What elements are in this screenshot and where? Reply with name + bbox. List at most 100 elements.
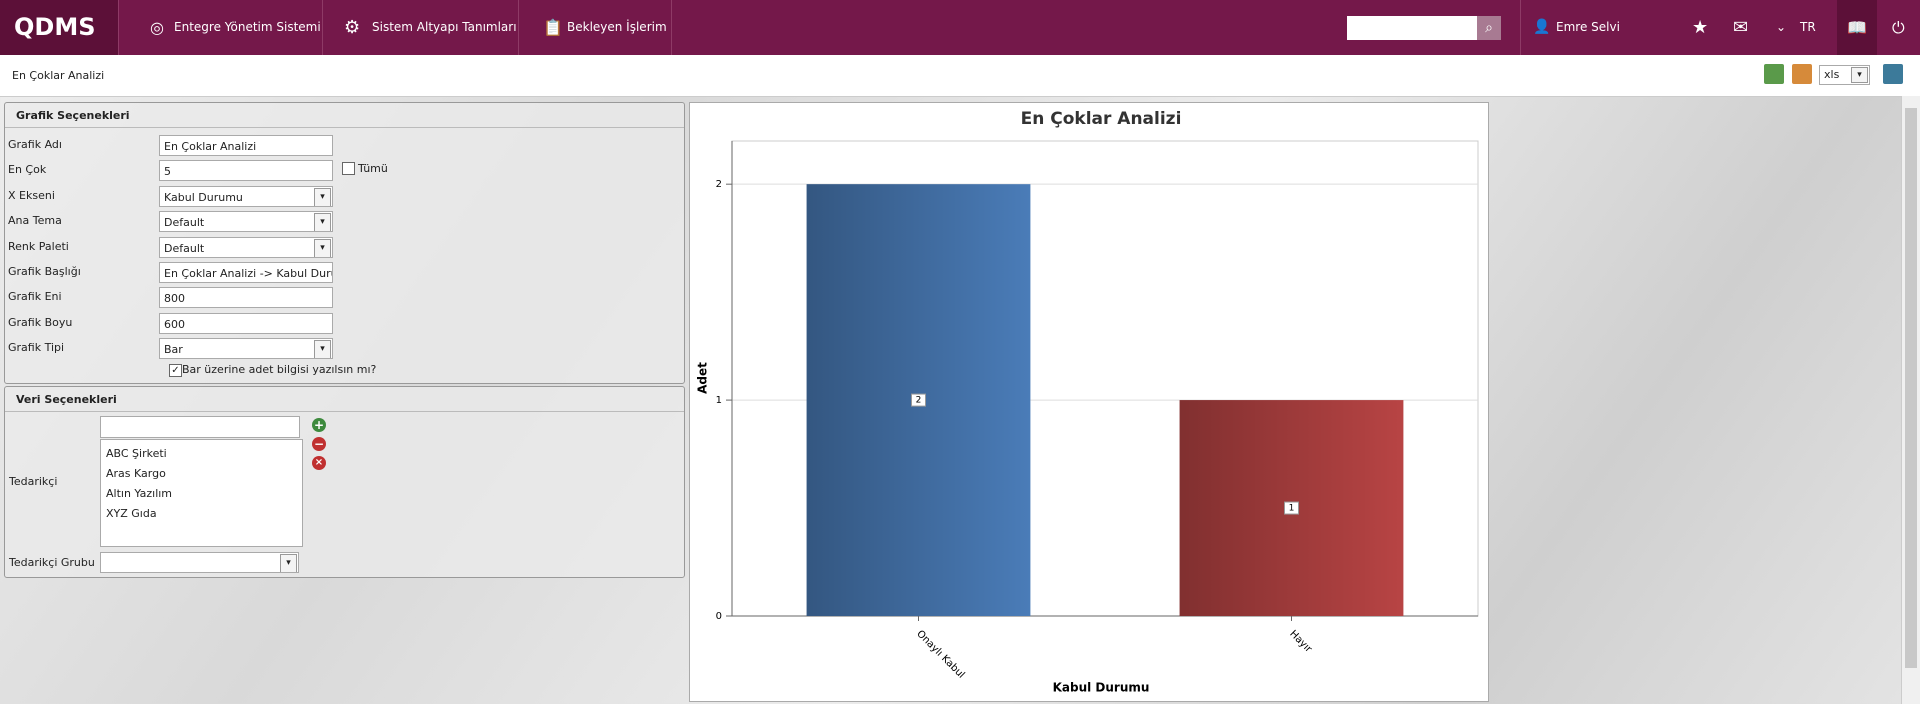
field-label: Renk Paleti — [8, 239, 69, 253]
x-tick-label: Onaylı Kabul — [914, 628, 966, 680]
x-tick-label: Hayır — [1287, 628, 1314, 655]
supplier-item[interactable]: ABC Şirketi — [106, 447, 167, 460]
field-input[interactable]: 600 — [159, 312, 333, 334]
value-label-box — [911, 393, 926, 407]
field-input[interactable]: En Çoklar Analizi -> Kabul Durum — [159, 262, 333, 283]
nav-icon: 📋 — [543, 18, 563, 37]
logout[interactable]: ⏻ — [1892, 18, 1905, 37]
show-count-label: Bar üzerine adet bilgisi yazılsın mı? — [182, 363, 377, 376]
supplier-item[interactable]: XYZ Gıda — [106, 507, 157, 520]
field-input[interactable]: En Çoklar Analizi — [159, 135, 333, 156]
field-label: Grafik Boyu — [8, 315, 73, 329]
nav-icon: ◎ — [150, 18, 164, 37]
logo[interactable]: QDMS — [14, 13, 96, 41]
page-title: En Çoklar Analizi — [12, 69, 105, 82]
top-bar: QDMS ◎ Entegre Yönetim Sistemi ⚙ Sistem … — [0, 0, 1920, 55]
dropdown-arrow[interactable]: ▾ — [314, 238, 331, 257]
y-tick-label: 0 — [716, 611, 722, 622]
supplier-search[interactable] — [100, 416, 300, 438]
field-value: Kabul Durumu — [164, 190, 243, 204]
supplier-group-select[interactable]: ▾ — [100, 552, 299, 573]
value-label: 1 — [1289, 504, 1295, 514]
value-label-box — [1284, 501, 1299, 515]
separator — [322, 0, 323, 55]
y-tick-label: 1 — [716, 395, 722, 406]
favorites[interactable]: ★ — [1692, 17, 1709, 38]
search-button[interactable]: ⌕ — [1477, 16, 1501, 40]
all-label: Tümü — [358, 162, 388, 175]
field-input[interactable]: 5 — [159, 160, 333, 182]
field-label: Grafik Adı — [8, 138, 62, 151]
scrollbar[interactable] — [1901, 96, 1920, 704]
y-axis-label: Adet — [696, 362, 710, 394]
nav-item[interactable]: Sistem Altyapı Tanımları — [372, 20, 517, 34]
dropdown-arrow[interactable]: ▾ — [314, 340, 331, 359]
supplier-group-label: Tedarikçi Grubu — [9, 556, 95, 569]
separator — [518, 0, 519, 55]
print[interactable] — [1792, 64, 1812, 84]
all-checkbox[interactable] — [342, 162, 355, 175]
nav-item[interactable]: Bekleyen İşlerim — [567, 20, 667, 34]
clear-button[interactable]: × — [312, 456, 326, 470]
supplier-list[interactable]: ABC Şirketi Aras Kargo Altın Yazılım XYZ Gı… — [100, 439, 303, 547]
field-select[interactable]: Default ▾ — [159, 211, 333, 233]
separator — [671, 0, 672, 55]
nav-icon: ⚙ — [344, 17, 361, 38]
search-input[interactable] — [1347, 16, 1477, 40]
field-select[interactable]: Bar ▾ — [159, 338, 333, 360]
export-format-value: xls — [1824, 68, 1840, 81]
field-value: Default — [164, 241, 205, 255]
export-format[interactable]: xls ▾ — [1819, 65, 1870, 85]
separator — [1520, 0, 1521, 55]
chart-panel: En Çoklar Analizi Kabul Durumu Adet 0 1 2 O… — [689, 102, 1489, 702]
nav-item[interactable]: Entegre Yönetim Sistemi — [174, 20, 321, 34]
help[interactable]: 📖 — [1837, 0, 1877, 55]
supplier-label: Tedarikçi — [9, 475, 58, 488]
export[interactable] — [1883, 64, 1903, 84]
panel-title: Veri Seçenekleri — [16, 393, 117, 406]
chart-title: En Çoklar Analizi — [1021, 109, 1182, 129]
divider — [5, 127, 684, 128]
field-value: En Çoklar Analizi -> Kabul Durum — [164, 267, 333, 280]
supplier-item[interactable]: Altın Yazılım — [106, 487, 173, 500]
field-value: En Çoklar Analizi — [164, 140, 257, 153]
user-icon: 👤 — [1533, 19, 1551, 35]
x-axis-label: Kabul Durumu — [1053, 681, 1150, 695]
field-value: Bar — [164, 343, 183, 357]
value-label: 2 — [916, 396, 922, 406]
divider — [5, 411, 684, 412]
mail[interactable]: ✉ — [1733, 17, 1749, 38]
field-label: Grafik Başlığı — [8, 265, 81, 278]
field-label: En Çok — [8, 163, 47, 177]
chart-export[interactable] — [1764, 64, 1784, 84]
chart: En Çoklar Analizi Kabul Durumu Adet 0 1 2 O… — [696, 109, 1479, 695]
field-value: 800 — [164, 292, 185, 306]
field-value: Default — [164, 216, 205, 230]
title-bar: En Çoklar Analizi xls ▾ — [0, 55, 1920, 97]
separator — [118, 0, 119, 55]
field-input[interactable]: 800 — [159, 287, 333, 309]
supplier-item[interactable]: Aras Kargo — [106, 467, 166, 480]
show-count-checkbox[interactable]: ✓ — [169, 364, 182, 377]
field-value: 5 — [164, 165, 171, 179]
field-select[interactable]: Default ▾ — [159, 236, 333, 258]
data-options-panel: Veri Seçenekleri ABC Şirketi Aras Kargo Al… — [4, 386, 685, 578]
field-select[interactable]: Kabul Durumu ▾ — [159, 185, 333, 207]
remove-button[interactable]: − — [312, 437, 326, 451]
language[interactable]: TR — [1800, 20, 1816, 34]
add-button[interactable]: + — [312, 418, 326, 432]
dropdown-arrow[interactable]: ▾ — [314, 213, 331, 232]
scrollbar-thumb[interactable] — [1905, 108, 1917, 668]
field-value: 600 — [164, 317, 185, 331]
field-label: Grafik Eni — [8, 290, 62, 304]
field-label: Ana Tema — [8, 214, 62, 228]
user-name[interactable]: Emre Selvi — [1556, 20, 1620, 34]
language-toggle[interactable]: ⌄ — [1776, 20, 1787, 34]
dropdown-arrow[interactable]: ▾ — [314, 187, 331, 206]
field-label: Grafik Tipi — [8, 341, 65, 355]
logo-area — [0, 0, 118, 55]
panel-title: Grafik Seçenekleri — [16, 109, 130, 122]
chart-options-panel: Grafik Seçenekleri Grafik Adı En Çoklar A… — [4, 102, 685, 384]
field-label: X Ekseni — [8, 188, 55, 202]
